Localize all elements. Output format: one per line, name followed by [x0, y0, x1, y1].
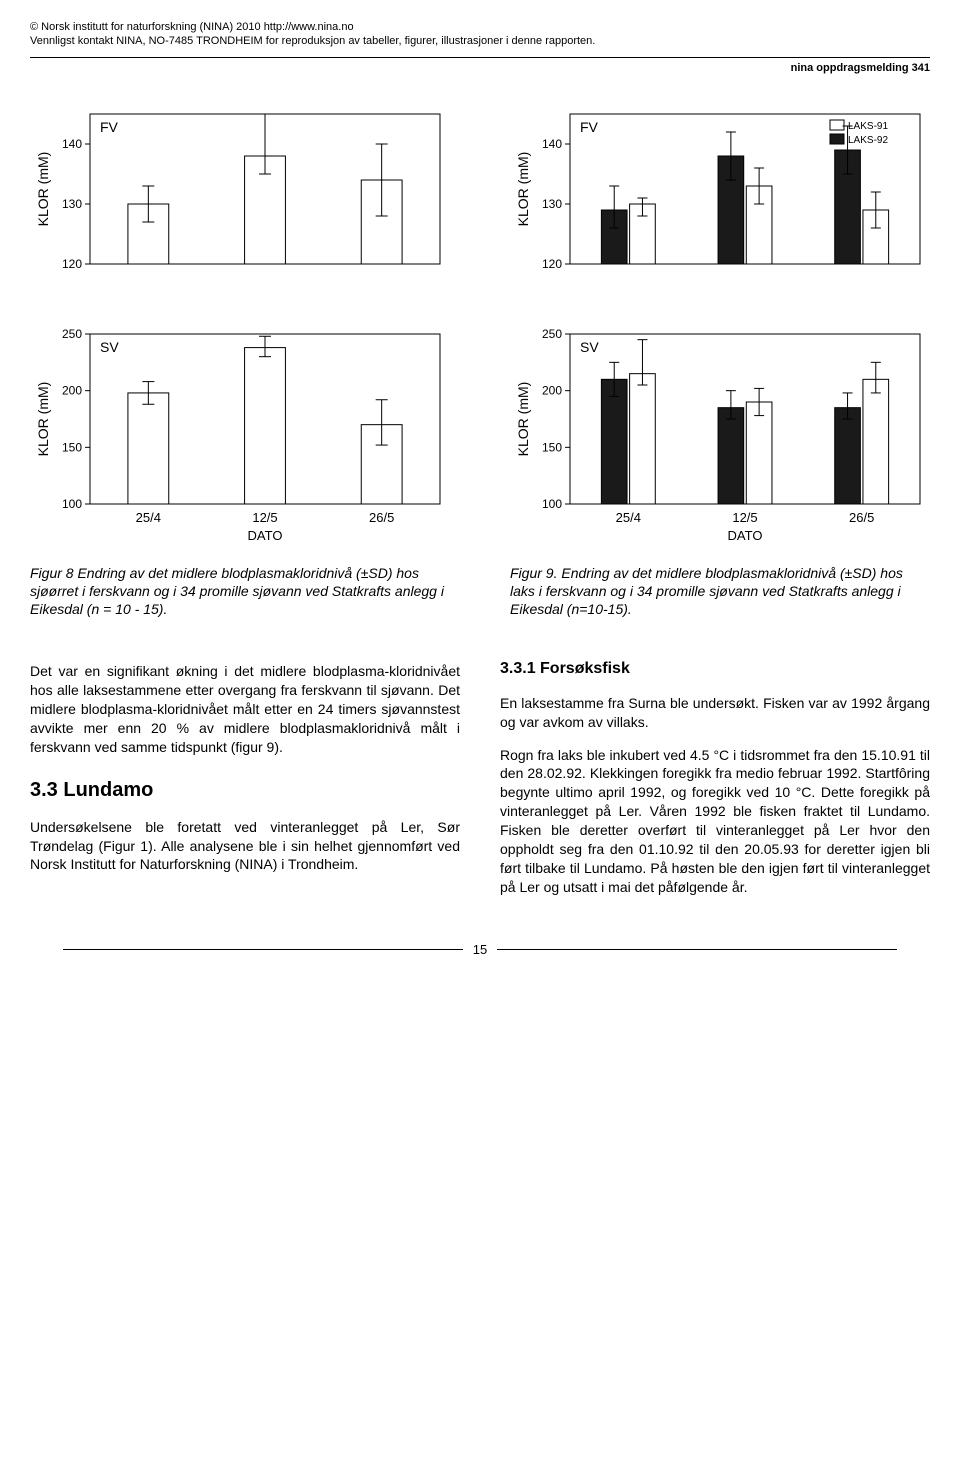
caption-fig8: Figur 8 Endring av det midlere blodplasm… — [30, 564, 450, 619]
svg-text:25/4: 25/4 — [136, 510, 161, 525]
svg-text:DATO: DATO — [248, 528, 283, 543]
svg-text:KLOR (mM): KLOR (mM) — [35, 381, 51, 456]
svg-text:12/5: 12/5 — [252, 510, 277, 525]
svg-text:LAKS-91: LAKS-91 — [848, 121, 888, 132]
svg-text:DATO: DATO — [728, 528, 763, 543]
svg-text:26/5: 26/5 — [369, 510, 394, 525]
svg-text:KLOR (mM): KLOR (mM) — [515, 381, 531, 456]
svg-text:12/5: 12/5 — [732, 510, 757, 525]
left-paragraph-2: Undersøkelsene ble foretatt ved vinteran… — [30, 818, 460, 875]
svg-text:FV: FV — [100, 119, 119, 135]
svg-text:100: 100 — [62, 497, 82, 511]
svg-text:120: 120 — [542, 257, 562, 271]
svg-text:140: 140 — [62, 137, 82, 151]
chart-sv-left: 100 150 200 250 KLOR (mM) SV 25/4 12/5 26/5 DATO — [30, 324, 450, 544]
caption-fig9: Figur 9. Endring av det midlere blodplas… — [510, 564, 930, 619]
copyright-block: © Norsk institutt for naturforskning (NI… — [30, 20, 930, 49]
svg-text:130: 130 — [542, 197, 562, 211]
charts-area: 120 130 140 KLOR (mM) FV 120 130 140 KLOR (mM) F… — [30, 104, 930, 619]
page-footer: 15 — [30, 941, 930, 959]
chart-fv-left: 120 130 140 KLOR (mM) FV — [30, 104, 450, 304]
header-report-id: nina oppdragsmelding 341 — [30, 62, 930, 74]
svg-text:200: 200 — [542, 383, 562, 397]
header-rule — [30, 57, 930, 58]
svg-text:SV: SV — [580, 339, 599, 355]
heading-3-3: 3.3 Lundamo — [30, 777, 460, 804]
svg-text:100: 100 — [542, 497, 562, 511]
svg-text:140: 140 — [542, 137, 562, 151]
svg-text:120: 120 — [62, 257, 82, 271]
svg-text:KLOR (mM): KLOR (mM) — [35, 151, 51, 226]
svg-text:250: 250 — [542, 327, 562, 341]
left-paragraph-1: Det var en signifikant økning i det midl… — [30, 662, 460, 756]
svg-text:150: 150 — [62, 440, 82, 454]
svg-text:FV: FV — [580, 119, 599, 135]
right-column: 3.3.1 Forsøksfisk En laksestamme fra Sur… — [500, 648, 930, 911]
svg-text:SV: SV — [100, 339, 119, 355]
right-paragraph-1: En laksestamme fra Surna ble undersøkt. … — [500, 694, 930, 732]
svg-text:130: 130 — [62, 197, 82, 211]
chart-fv-right: 120 130 140 KLOR (mM) FV LAKS-91 LAKS-92 — [510, 104, 930, 304]
svg-text:26/5: 26/5 — [849, 510, 874, 525]
svg-text:250: 250 — [62, 327, 82, 341]
svg-text:KLOR (mM): KLOR (mM) — [515, 151, 531, 226]
svg-text:200: 200 — [62, 383, 82, 397]
page-number: 15 — [463, 942, 497, 957]
heading-3-3-1: 3.3.1 Forsøksfisk — [500, 658, 930, 680]
right-paragraph-2: Rogn fra laks ble inkubert ved 4.5 °C i … — [500, 746, 930, 897]
svg-text:25/4: 25/4 — [616, 510, 641, 525]
left-column: Det var en signifikant økning i det midl… — [30, 648, 460, 911]
chart-sv-right: 100 150 200 250 KLOR (mM) SV 25/4 12/5 26/5 DATO — [510, 324, 930, 544]
svg-text:150: 150 — [542, 440, 562, 454]
copyright-line2: Vennligst kontakt NINA, NO-7485 TRONDHEI… — [30, 34, 930, 48]
svg-text:LAKS-92: LAKS-92 — [848, 135, 888, 146]
copyright-line1: © Norsk institutt for naturforskning (NI… — [30, 20, 930, 34]
